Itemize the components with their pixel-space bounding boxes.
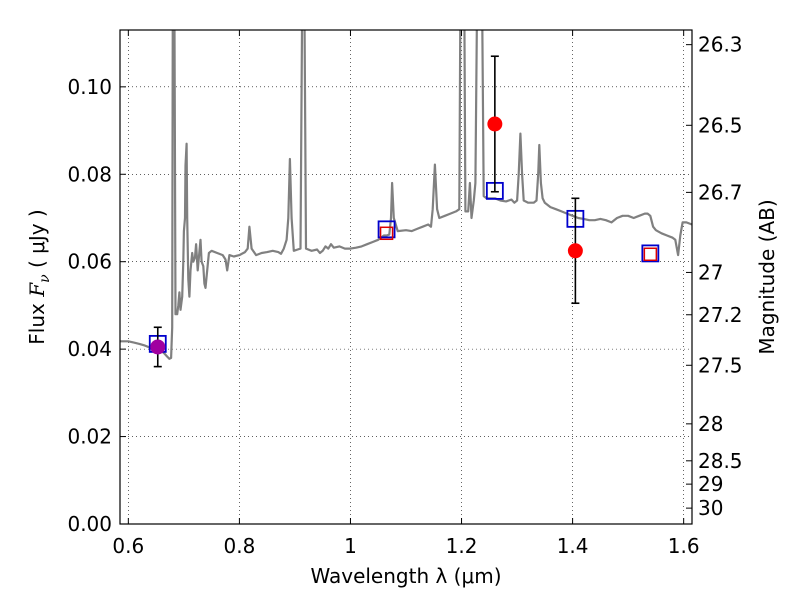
x-tick-label: 1.2 <box>446 534 478 558</box>
x-tick-label: 1.6 <box>668 534 700 558</box>
observed-point <box>150 339 166 355</box>
synthetic-photometry-square <box>641 244 660 263</box>
y2-axis-label: Magnitude (AB) <box>755 199 779 354</box>
y2-tick-label: 26.5 <box>698 113 743 137</box>
observed-point <box>567 243 583 259</box>
y2-tick-label: 27 <box>698 260 723 284</box>
y-tick-label: 0.10 <box>67 75 112 99</box>
y2-tick-label: 30 <box>698 496 723 520</box>
data-layer <box>120 30 692 360</box>
x-tick-label: 1.4 <box>557 534 589 558</box>
y2-tick-label: 29 <box>698 472 723 496</box>
y-tick-label: 0.06 <box>67 250 112 274</box>
y-tick-label: 0.00 <box>67 512 112 536</box>
x-tick-label: 1 <box>344 534 357 558</box>
y2-tick-label: 28 <box>698 412 723 436</box>
ticks: 0.6 0.8 1 1.2 1.4 1.6 0.00 0.02 0.04 0.06 0.08 0.10… <box>67 30 743 558</box>
x-axis-label: Wavelength λ (μm) <box>310 564 501 588</box>
y2-tick-label: 27.5 <box>698 353 743 377</box>
model-photometry-square <box>643 247 658 262</box>
y2-tick-label: 26.3 <box>698 33 743 57</box>
y2-tick-label: 26.7 <box>698 180 743 204</box>
y-tick-label: 0.08 <box>67 162 112 186</box>
marker-layer <box>148 55 660 368</box>
y-axis-label: Flux Fν ( μJy ) <box>25 209 53 344</box>
y2-tick-label: 27.2 <box>698 303 743 327</box>
x-tick-label: 0.6 <box>112 534 144 558</box>
synthetic-photometry-square <box>377 220 396 239</box>
model-photometry-square <box>379 226 394 241</box>
observed-point <box>487 116 503 132</box>
model-spectrum-line <box>120 30 692 360</box>
plot-frame <box>119 29 693 525</box>
y2-tick-label: 28.5 <box>698 449 743 473</box>
y-tick-label: 0.02 <box>67 425 112 449</box>
x-tick-label: 0.8 <box>223 534 255 558</box>
y-tick-label: 0.04 <box>67 337 112 361</box>
